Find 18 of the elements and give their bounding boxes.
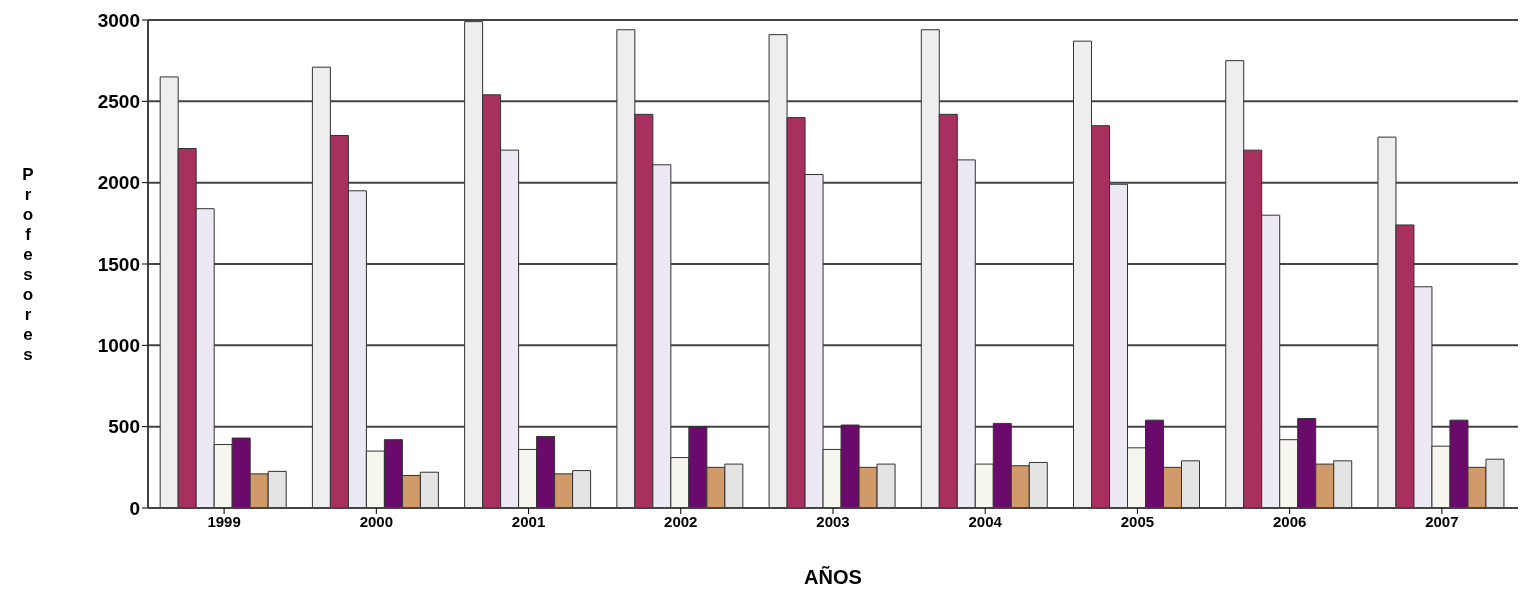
- x-tick-label: 2007: [1425, 512, 1459, 530]
- x-tick-label: 2001: [511, 512, 546, 530]
- x-tick-label: 2005: [1120, 512, 1155, 530]
- x-axis-title: AÑOS: [804, 566, 862, 588]
- y-tick-label: 3000: [97, 9, 140, 31]
- y-tick-label: 0: [129, 497, 140, 519]
- y-tick-label: 2000: [97, 172, 140, 194]
- x-tick-label: 2004: [968, 512, 1003, 530]
- y-tick-label: 1500: [97, 253, 140, 275]
- x-tick-label: 2000: [359, 512, 394, 530]
- x-tick-label: 2006: [1272, 512, 1307, 530]
- text: Profesores: [22, 165, 34, 364]
- x-tick-label: 2002: [664, 512, 698, 530]
- x-tick-label: 1999: [207, 512, 241, 530]
- x-tick-label: 2003: [816, 512, 850, 530]
- y-tick-label: 1000: [97, 335, 140, 357]
- y-tick-label: 500: [108, 416, 140, 438]
- y-tick-label: 2500: [97, 91, 140, 113]
